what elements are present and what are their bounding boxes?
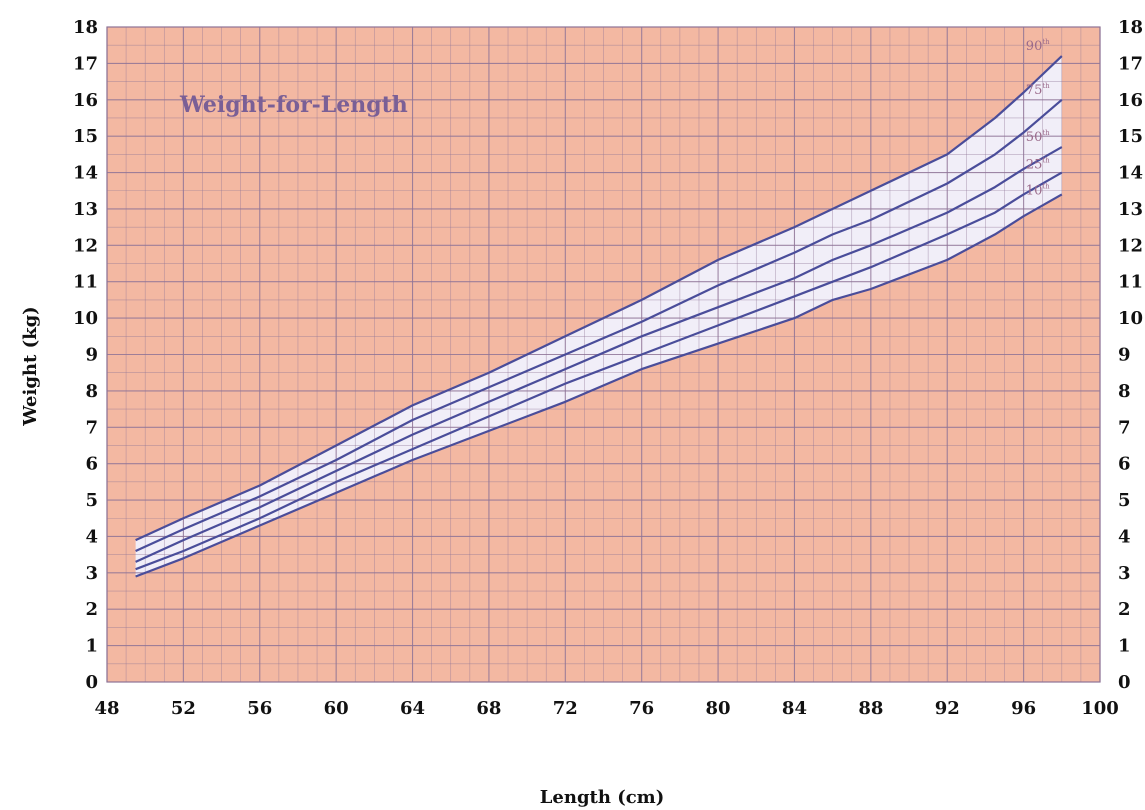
y-tick-label-left: 7 xyxy=(85,417,98,438)
y-tick-label-right: 7 xyxy=(1118,417,1131,438)
x-tick-label: 64 xyxy=(400,698,425,719)
y-tick-label-right: 18 xyxy=(1118,17,1143,38)
y-tick-label-left: 13 xyxy=(73,199,98,220)
curve-50th xyxy=(135,146,1063,563)
y-tick-label-right: 13 xyxy=(1118,199,1143,220)
curve-label-50th: 50th xyxy=(1026,129,1050,145)
x-tick-label: 84 xyxy=(782,698,807,719)
curve-25th xyxy=(135,171,1063,571)
y-tick-label-right: 2 xyxy=(1118,599,1131,620)
y-tick-label-right: 10 xyxy=(1118,308,1143,329)
curve-label-90th: 90th xyxy=(1026,38,1050,54)
y-tick-label-left: 4 xyxy=(85,526,98,547)
x-tick-label: 68 xyxy=(476,698,501,719)
y-tick-label-left: 18 xyxy=(73,17,98,38)
x-tick-label: 100 xyxy=(1081,698,1119,719)
curve-labels: 90th 75th 50th 25th 10th xyxy=(1026,38,1050,198)
grid-lines xyxy=(106,26,1101,683)
curve-label-75th: 75th xyxy=(1026,82,1050,98)
y-tick-label-left: 11 xyxy=(73,272,98,293)
y-tick-label-left: 12 xyxy=(73,235,98,256)
y-tick-label-right: 16 xyxy=(1118,90,1143,111)
x-axis: 48 52 56 60 64 68 72 76 80 84 88 92 96 100 xyxy=(94,698,1118,719)
x-tick-label: 72 xyxy=(553,698,578,719)
y-tick-label-right: 15 xyxy=(1118,126,1143,147)
curve-label-25th: 25th xyxy=(1026,157,1050,173)
y-tick-label-left: 3 xyxy=(85,563,98,584)
x-tick-label: 88 xyxy=(858,698,883,719)
curve-10th xyxy=(135,193,1063,578)
y-tick-label-left: 5 xyxy=(85,490,98,511)
y-tick-label-left: 1 xyxy=(85,636,98,657)
chart-title: Weight-for-Length xyxy=(179,92,408,118)
x-tick-label: 48 xyxy=(94,698,119,719)
y-tick-label-right: 11 xyxy=(1118,272,1143,293)
x-tick-label: 92 xyxy=(935,698,960,719)
y-tick-label-left: 0 xyxy=(85,672,98,693)
y-tick-label-right: 0 xyxy=(1118,672,1131,693)
x-tick-label: 96 xyxy=(1011,698,1036,719)
y-tick-label-right: 17 xyxy=(1118,53,1143,74)
y-tick-label-right: 4 xyxy=(1118,526,1131,547)
y-tick-label-right: 5 xyxy=(1118,490,1131,511)
percentile-band xyxy=(135,56,1062,577)
y-tick-label-left: 9 xyxy=(85,345,98,366)
y-tick-label-right: 12 xyxy=(1118,235,1143,256)
y-tick-label-right: 14 xyxy=(1118,163,1143,184)
y-tick-label-left: 2 xyxy=(85,599,98,620)
x-tick-label: 76 xyxy=(629,698,654,719)
y-tick-label-right: 1 xyxy=(1118,636,1131,657)
curve-90th xyxy=(135,55,1063,542)
x-tick-label: 56 xyxy=(247,698,272,719)
curve-75th xyxy=(135,98,1063,553)
x-tick-label: 60 xyxy=(324,698,349,719)
y-tick-label-right: 8 xyxy=(1118,381,1131,402)
y-tick-label-left: 16 xyxy=(73,90,98,111)
y-tick-label-right: 9 xyxy=(1118,345,1131,366)
y-tick-label-left: 8 xyxy=(85,381,98,402)
y-tick-label-left: 14 xyxy=(73,163,98,184)
y-axis-title: Weight (kg) xyxy=(20,306,41,426)
plot-border xyxy=(106,26,1101,683)
x-axis-title: Length (cm) xyxy=(540,787,665,808)
y-tick-label-left: 10 xyxy=(73,308,98,329)
y-tick-label-left: 17 xyxy=(73,53,98,74)
y-tick-label-right: 6 xyxy=(1118,454,1131,475)
curve-label-10th: 10th xyxy=(1026,182,1050,198)
percentile-curves xyxy=(135,55,1063,578)
x-tick-label: 80 xyxy=(706,698,731,719)
y-tick-label-right: 3 xyxy=(1118,563,1131,584)
y-tick-label-left: 6 xyxy=(85,454,98,475)
y-tick-label-left: 15 xyxy=(73,126,98,147)
x-tick-label: 52 xyxy=(171,698,196,719)
